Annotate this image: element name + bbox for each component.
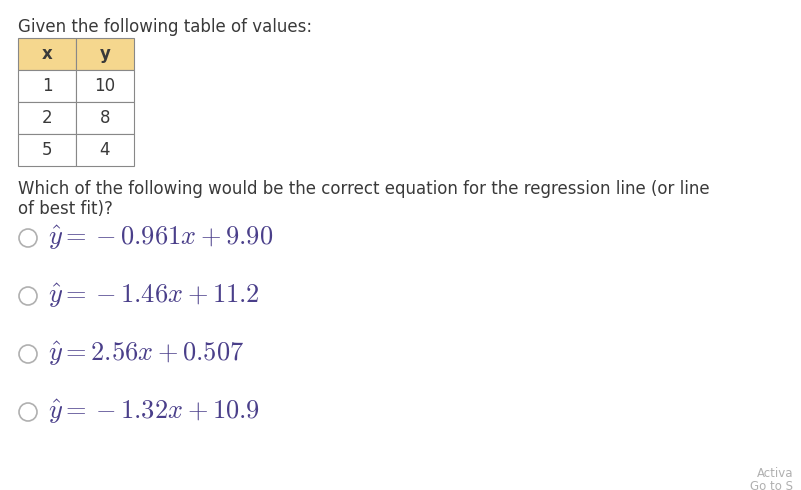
Text: 10: 10 (95, 77, 115, 95)
Text: $\hat{y} = 2.56x + 0.507$: $\hat{y} = 2.56x + 0.507$ (48, 340, 244, 368)
Text: Activa: Activa (756, 467, 793, 480)
Bar (76, 134, 134, 166)
Text: 1: 1 (42, 77, 52, 95)
Text: 5: 5 (42, 141, 52, 159)
Text: 2: 2 (42, 109, 52, 127)
Text: $\hat{y} = -1.32x + 10.9$: $\hat{y} = -1.32x + 10.9$ (48, 398, 260, 426)
Bar (76, 38, 134, 70)
Text: 4: 4 (100, 141, 111, 159)
Bar (76, 70, 134, 102)
Text: $\hat{y} = -1.46x + 11.2$: $\hat{y} = -1.46x + 11.2$ (48, 282, 260, 310)
Text: x: x (42, 45, 52, 63)
Text: of best fit)?: of best fit)? (18, 200, 113, 218)
Bar (18, 70, 76, 102)
Bar (76, 102, 134, 134)
Bar (18, 102, 76, 134)
Text: y: y (99, 45, 111, 63)
Text: Given the following table of values:: Given the following table of values: (18, 18, 312, 36)
Text: $\hat{y} = -0.961x + 9.90$: $\hat{y} = -0.961x + 9.90$ (48, 224, 273, 252)
Text: Go to S: Go to S (750, 480, 793, 490)
Text: Which of the following would be the correct equation for the regression line (or: Which of the following would be the corr… (18, 180, 710, 198)
Text: 8: 8 (100, 109, 111, 127)
Bar (18, 38, 76, 70)
Bar (18, 134, 76, 166)
